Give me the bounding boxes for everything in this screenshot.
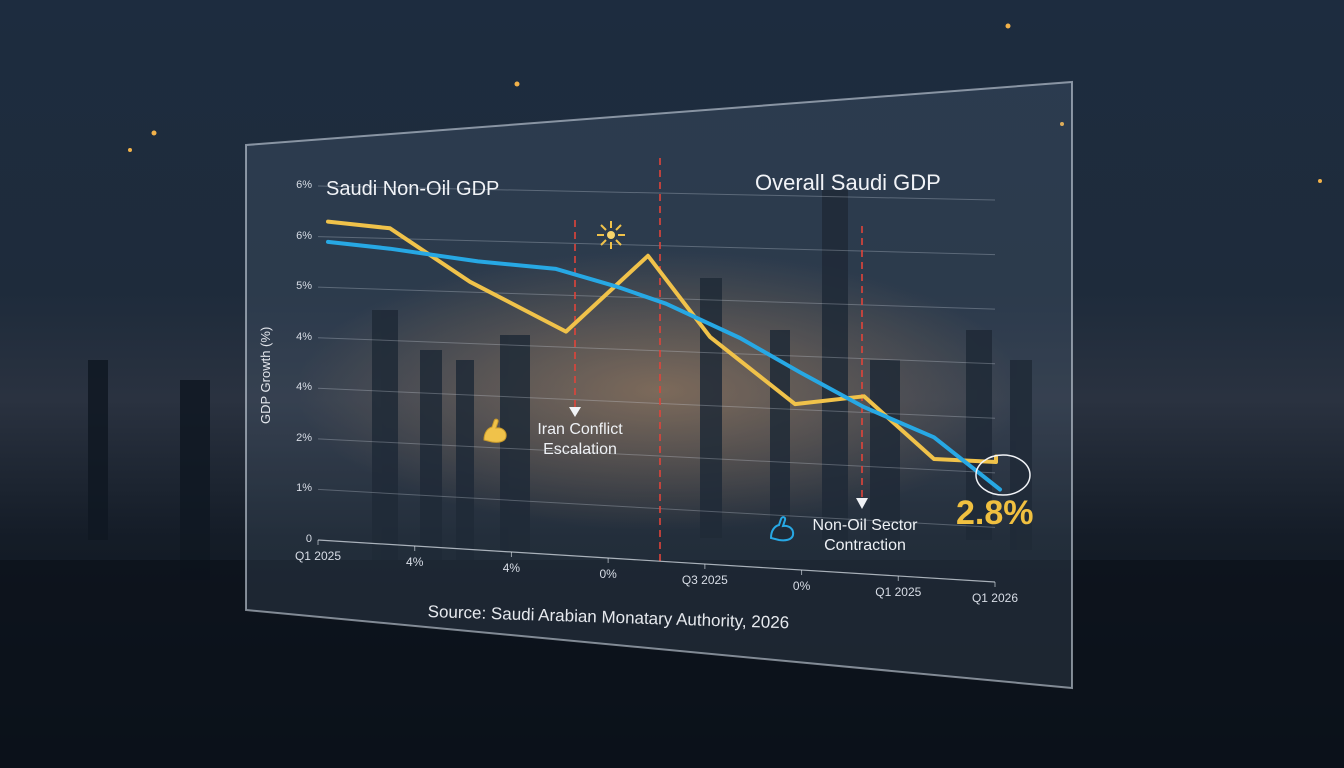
annotation-non-oil-contraction: Non-Oil Sector Contraction bbox=[790, 516, 940, 556]
glass-chart-panel bbox=[246, 82, 1072, 688]
x-tick-label: 0% bbox=[792, 579, 811, 593]
y-tick-label: 1% bbox=[296, 482, 312, 495]
y-tick-label: 6% bbox=[296, 179, 312, 191]
annotation-iran-conflict: Iran Conflict Escalation bbox=[510, 420, 650, 460]
gridline bbox=[317, 488, 996, 528]
gridline bbox=[317, 387, 996, 419]
x-tick-label: Q3 2025 bbox=[681, 573, 728, 587]
series-label-overall: Overall Saudi GDP bbox=[755, 170, 941, 195]
annotation-contraction-line2: Contraction bbox=[824, 537, 906, 554]
gridline bbox=[317, 438, 996, 474]
y-tick-label: 4% bbox=[296, 381, 312, 394]
series-layer bbox=[326, 219, 1002, 492]
burst-icon bbox=[597, 221, 625, 249]
y-tick-label: 5% bbox=[296, 280, 312, 293]
x-tick-label: 0% bbox=[599, 567, 617, 581]
y-tick-label: 6% bbox=[296, 229, 312, 242]
x-tick-label: Q1 2025 bbox=[294, 549, 342, 563]
gridline bbox=[317, 337, 996, 365]
x-tick-label: Q1 2025 bbox=[875, 585, 922, 599]
highlight-circle-icon bbox=[975, 454, 1031, 496]
series-label-non-oil: Saudi Non-Oil GDP bbox=[326, 178, 500, 200]
down-arrow-icon bbox=[569, 407, 581, 417]
y-tick-label: 0 bbox=[305, 533, 312, 545]
x-axis bbox=[317, 539, 996, 587]
highlight-value: 2.8% bbox=[956, 494, 1034, 532]
event-markers bbox=[569, 158, 868, 565]
gridline bbox=[317, 236, 996, 256]
y-tick-label: 2% bbox=[296, 431, 312, 444]
gridline bbox=[317, 185, 996, 201]
annotation-iran-line2: Escalation bbox=[543, 441, 617, 458]
flexed-arm-outline-icon bbox=[769, 516, 795, 542]
down-arrow-icon bbox=[856, 498, 868, 509]
x-tick-label: Q1 2026 bbox=[971, 591, 1019, 605]
x-tick-label: 4% bbox=[502, 561, 521, 575]
gridline bbox=[317, 286, 996, 310]
y-tick-label: 4% bbox=[296, 330, 312, 343]
x-axis-line bbox=[317, 539, 996, 583]
x-tick-label: 4% bbox=[406, 555, 424, 569]
y-axis-label: GDP Growth (%) bbox=[258, 326, 273, 424]
annotation-iran-line1: Iran Conflict bbox=[537, 421, 623, 438]
flexed-arm-icon bbox=[483, 418, 507, 443]
annotation-contraction-line1: Non-Oil Sector bbox=[812, 517, 918, 534]
